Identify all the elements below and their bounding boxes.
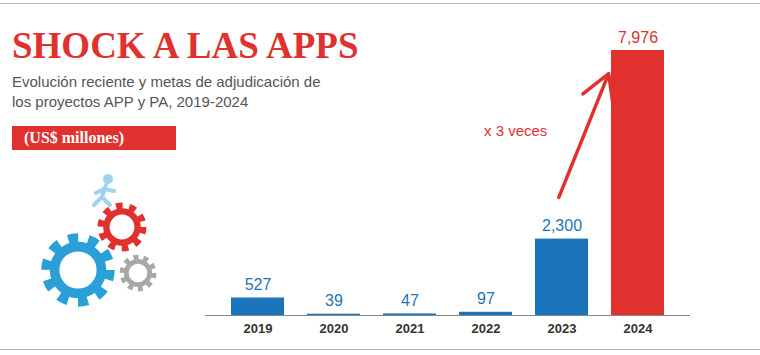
html-text:(US$ millones): (US$ millones) <box>24 129 124 146</box>
svg-text:2022: 2022 <box>472 321 501 336</box>
svg-text:7,976: 7,976 <box>618 29 658 46</box>
svg-text:97: 97 <box>477 290 495 307</box>
html-text:SHOCK A LAS APPS: SHOCK A LAS APPS <box>12 25 359 66</box>
svg-text:2023: 2023 <box>548 321 577 336</box>
svg-text:2021: 2021 <box>396 321 425 336</box>
svg-text:47: 47 <box>401 292 419 309</box>
html-text:x 3 veces: x 3 veces <box>484 122 548 139</box>
svg-text:2,300: 2,300 <box>542 217 582 234</box>
svg-text:2020: 2020 <box>320 321 349 336</box>
svg-text:2024: 2024 <box>624 321 654 336</box>
svg-text:2019: 2019 <box>244 321 273 336</box>
svg-text:39: 39 <box>325 292 343 309</box>
svg-text:527: 527 <box>245 276 272 293</box>
html-text:Evolución reciente y metas de: Evolución reciente y metas de adjudicaci… <box>12 73 321 110</box>
